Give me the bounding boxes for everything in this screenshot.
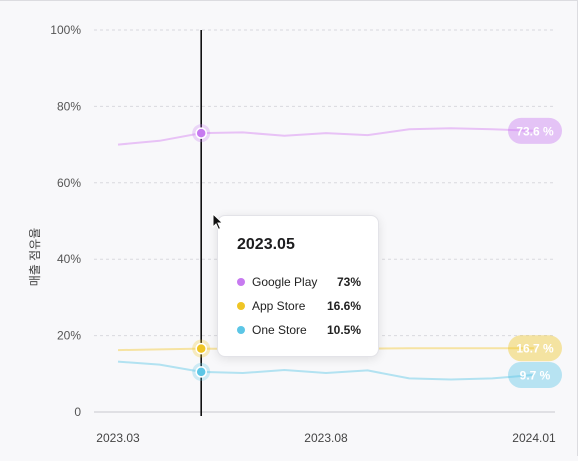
svg-text:16.7 %: 16.7 % xyxy=(516,342,554,356)
x-tick-label: 2023.08 xyxy=(304,431,348,445)
app-store-legend-dot xyxy=(237,302,245,310)
x-tick-label: 2023.03 xyxy=(96,431,140,445)
hover-marker xyxy=(192,362,211,381)
x-axis-ticks: 2023.03 2023.08 2024.01 xyxy=(96,431,556,445)
tooltip-row-app-store: App Store 16.6% xyxy=(237,298,361,314)
y-tick-label: 100% xyxy=(50,23,81,37)
tooltip-title: 2023.05 xyxy=(237,236,295,253)
y-axis-label: 매출 점유율 xyxy=(28,228,42,287)
x-tick-label: 2024.01 xyxy=(512,431,556,445)
hover-markers xyxy=(192,124,211,381)
tooltip-label: Google Play xyxy=(252,275,318,289)
tooltip-value: 10.5% xyxy=(326,323,361,337)
series-line-google-play xyxy=(117,127,535,146)
tooltip-row-one-store: One Store 10.5% xyxy=(237,322,361,338)
y-tick-label: 20% xyxy=(57,329,81,343)
y-tick-label: 80% xyxy=(57,99,81,113)
end-value-label: 9.7 % xyxy=(508,361,562,388)
y-tick-label: 60% xyxy=(57,176,81,190)
hover-marker xyxy=(192,339,211,358)
tooltip-row-google-play: Google Play 73% xyxy=(237,274,361,290)
google-play-legend-dot xyxy=(237,278,245,286)
tooltip-value: 16.6% xyxy=(326,299,361,313)
end-value-label: 73.6 % xyxy=(508,117,562,144)
tooltip-label: One Store xyxy=(252,323,307,337)
svg-text:9.7 %: 9.7 % xyxy=(520,368,551,382)
tooltip-label: App Store xyxy=(252,299,306,313)
one-store-legend-dot xyxy=(237,326,245,334)
end-value-labels: 73.6 % 16.7 % 9.7 % xyxy=(508,117,562,388)
end-value-label: 16.7 % xyxy=(508,335,562,362)
svg-text:73.6 %: 73.6 % xyxy=(516,124,554,138)
series-line-one-store xyxy=(117,360,535,381)
y-axis-ticks: 0 20% 40% 60% 80% 100% xyxy=(50,23,81,419)
y-tick-label: 0 xyxy=(74,405,81,419)
hover-marker xyxy=(192,124,211,143)
tooltip-value: 73% xyxy=(336,275,361,289)
mouse-pointer-icon xyxy=(212,213,224,231)
y-tick-label: 40% xyxy=(57,252,81,266)
hover-tooltip: 2023.05 Google Play 73% App Store 16.6% … xyxy=(217,215,379,357)
